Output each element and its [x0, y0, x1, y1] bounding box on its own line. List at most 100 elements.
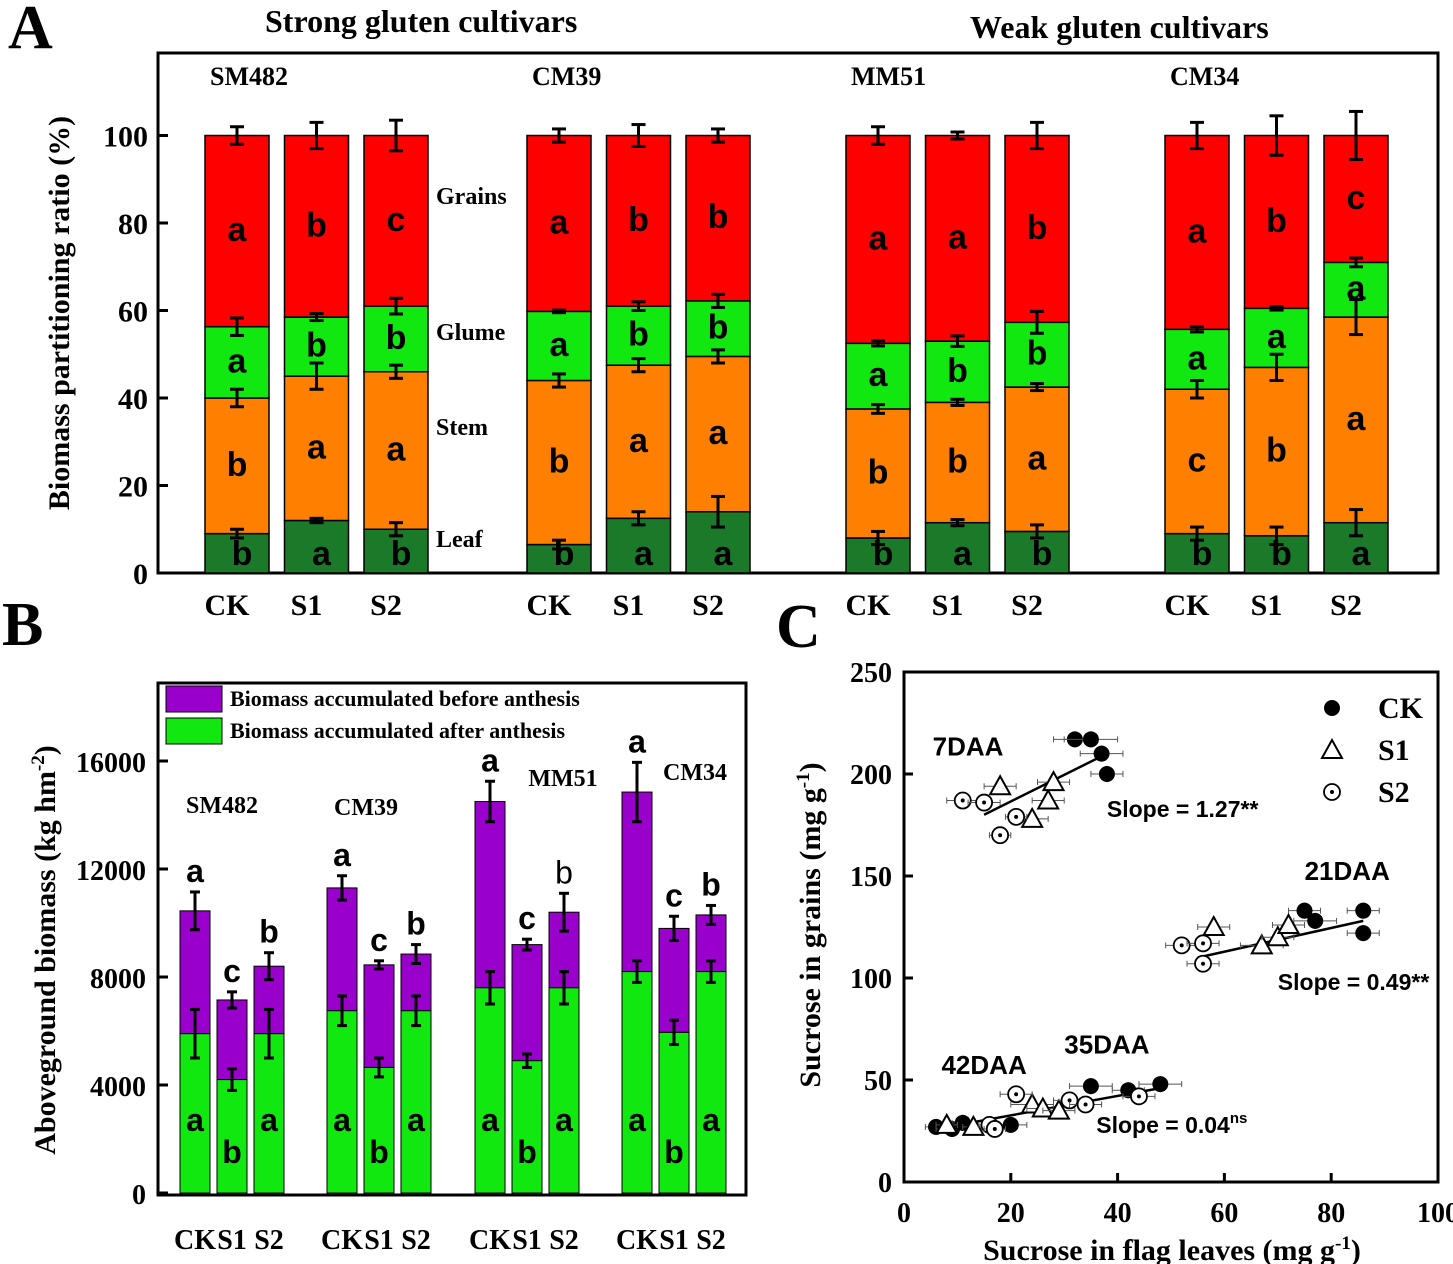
significance-letter: a: [550, 203, 570, 241]
a-ytick-label: 20: [118, 471, 148, 504]
data-point-s2-dot: [998, 833, 1003, 838]
data-point-s1: [1041, 770, 1066, 792]
bar-segment-glume: [605, 305, 672, 366]
a-ytick-label: 100: [103, 121, 148, 154]
bar-segment-leaf: [605, 517, 672, 574]
c-ytick-label: 100: [850, 964, 892, 995]
significance-letter: a: [702, 1102, 720, 1138]
significance-letter: c: [370, 922, 388, 958]
significance-letter: c: [1347, 179, 1366, 217]
group-title-weak: Weak gluten cultivars: [970, 9, 1269, 45]
panel-a-ylabel: Biomass partitioning ratio (%): [43, 116, 76, 510]
bar-after-anthesis: [363, 1066, 395, 1194]
bar-before-anthesis: [511, 944, 543, 1062]
significance-letter: b: [628, 201, 649, 239]
panel-c-frame: [902, 670, 1440, 1184]
data-point-s2-dot: [1201, 961, 1206, 966]
significance-letter: b: [708, 309, 729, 347]
data-point-s2-dot: [1201, 941, 1206, 946]
bar-segment-glume: [845, 342, 911, 410]
significance-letter: a: [1188, 212, 1208, 250]
bar-after-anthesis: [474, 987, 506, 1194]
bar-before-anthesis: [474, 801, 506, 989]
significance-letter: b: [1192, 535, 1213, 573]
significance-letter: b: [554, 535, 575, 573]
significance-letter: a: [1267, 318, 1287, 356]
cultivar-label: CM34: [663, 760, 727, 786]
significance-letter: c: [1188, 441, 1207, 479]
treatment-label: S2: [1330, 589, 1362, 622]
data-point-s2-dot: [1083, 1102, 1088, 1107]
bar-segment-grains: [1004, 134, 1070, 324]
c-ytick-label: 0: [878, 1168, 892, 1199]
a-ytick-label: 80: [118, 208, 148, 241]
treatment-label: S2: [1011, 589, 1043, 622]
b-ytick-label: 16000: [76, 748, 146, 779]
bar-segment-grains: [924, 134, 991, 342]
bar-segment-grains: [1164, 134, 1230, 331]
treatment-label: S1: [512, 1225, 542, 1256]
significance-letter: c: [387, 201, 406, 239]
significance-letter: b: [947, 443, 968, 481]
panel-letter-c: C: [776, 593, 821, 661]
b-ytick-label: 12000: [76, 856, 146, 887]
significance-letter: c: [223, 953, 241, 989]
b-ytick-label: 4000: [90, 1072, 146, 1103]
stage-label: 21DAA: [1305, 856, 1390, 886]
significance-letter: a: [387, 431, 407, 469]
significance-letter: a: [628, 723, 646, 759]
slope-label: Slope = 0.04ns: [1096, 1110, 1247, 1138]
significance-letter: b: [701, 866, 721, 902]
data-point-s1: [988, 774, 1012, 796]
cultivar-label: SM482: [210, 62, 288, 91]
significance-letter: a: [228, 342, 248, 380]
panel-a-frame: [156, 51, 1440, 575]
treatment-label: S1: [364, 1225, 394, 1256]
treatment-label: S2: [549, 1225, 579, 1256]
stage-label: 42DAA: [941, 1050, 1026, 1080]
significance-letter: a: [1347, 400, 1367, 438]
data-point-ck: [1355, 925, 1372, 942]
treatment-label: CK: [321, 1225, 363, 1256]
panel-b-chart: Aboveground biomass (kg hm-2) 0 4000 8000 1…: [28, 681, 748, 1256]
bar-segment-stem: [283, 375, 350, 522]
significance-letter: b: [259, 914, 279, 950]
data-point-s1: [1047, 1098, 1071, 1120]
stage-label: 7DAA: [933, 732, 1004, 762]
bar-segment-stem: [605, 364, 672, 520]
bar-segment-grains: [1323, 134, 1389, 264]
bar-segment-glume: [204, 325, 270, 399]
c-xtick-label: 60: [1210, 1198, 1238, 1229]
bar-segment-grains: [526, 134, 592, 313]
panel-c-xlabel: Sucrose in flag leaves (mg g-1): [983, 1233, 1361, 1264]
significance-letter: a: [312, 535, 332, 573]
treatment-label: S1: [217, 1225, 247, 1256]
cultivar-label: CM39: [532, 62, 601, 91]
data-point-s2-dot: [1014, 1092, 1019, 1097]
significance-letter: a: [709, 414, 729, 452]
significance-letter: b: [369, 1134, 389, 1170]
significance-letter: b: [628, 316, 649, 354]
stage-label: 35DAA: [1064, 1029, 1149, 1059]
a-ytick-label: 0: [133, 558, 148, 591]
panel-b-frame: [156, 681, 748, 1197]
c-xtick-label: 40: [1104, 1198, 1132, 1229]
cultivar-label: CM39: [334, 795, 398, 821]
significance-letter: a: [634, 535, 654, 573]
legend-marker-ck: [1324, 700, 1340, 716]
data-point-s2-dot: [1067, 1098, 1072, 1103]
significance-letter: a: [307, 428, 327, 466]
data-point-ck: [1082, 731, 1099, 748]
significance-letter: b: [1027, 209, 1048, 247]
significance-letter: b: [1271, 535, 1292, 573]
panel-letter-b: B: [2, 591, 43, 659]
bar-segment-leaf: [283, 519, 350, 574]
treatment-label: S2: [696, 1225, 726, 1256]
bar-after-anthesis: [253, 1033, 285, 1194]
bar-segment-stem: [526, 379, 592, 546]
significance-letter: b: [873, 535, 894, 573]
significance-letter: a: [186, 1102, 204, 1138]
bar-after-anthesis: [621, 971, 653, 1194]
bar-before-anthesis: [363, 964, 395, 1068]
